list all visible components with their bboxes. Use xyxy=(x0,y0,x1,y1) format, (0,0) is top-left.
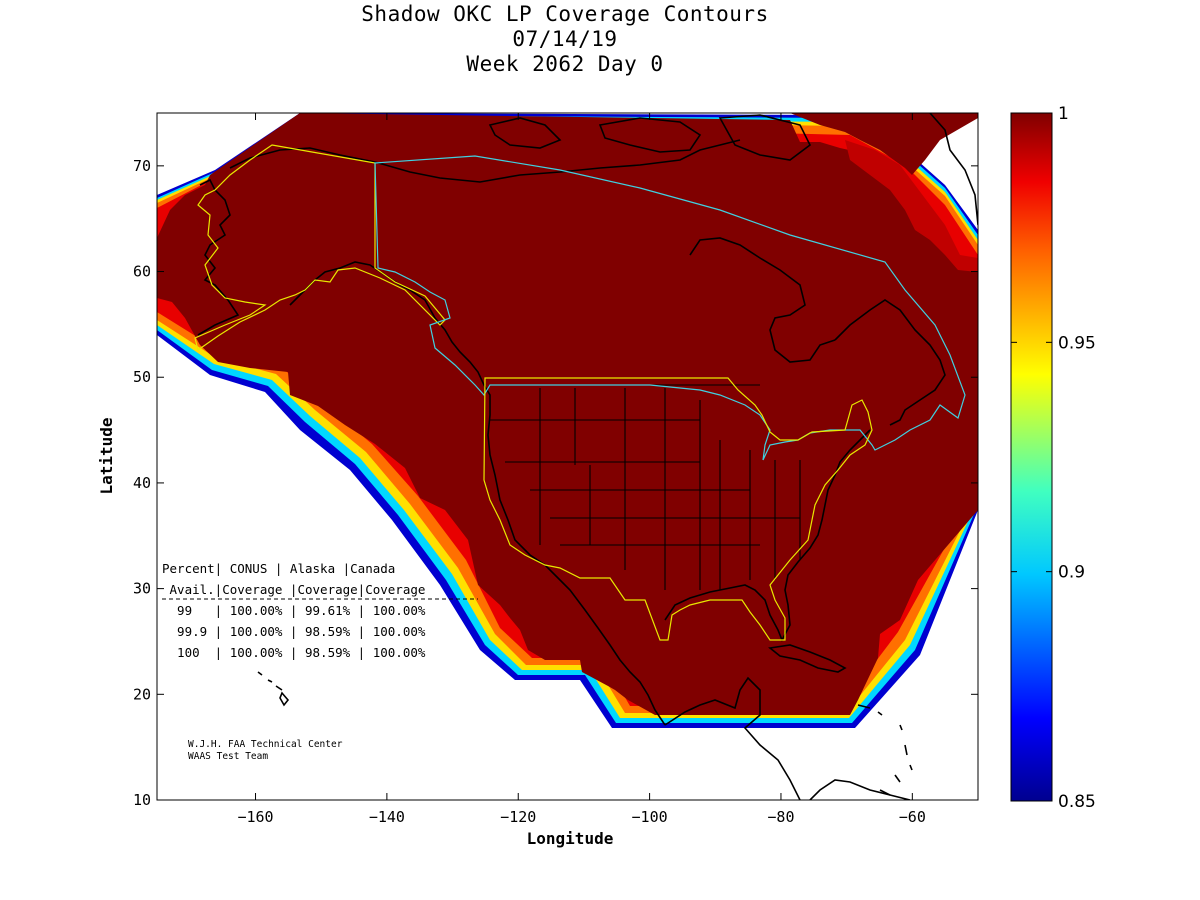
y-tick-label: 50 xyxy=(133,368,151,386)
hawaii xyxy=(257,671,290,707)
coverage-patch-northeast xyxy=(845,140,978,272)
coverage-contours xyxy=(157,113,978,728)
coverage-table-row-100: 100 | 100.00% | 98.59% | 100.00% xyxy=(162,645,426,660)
y-tick-label: 20 xyxy=(133,685,151,703)
coastlines xyxy=(197,113,978,800)
x-tick-label: −60 xyxy=(899,808,926,826)
colorbar-tick-label: 1 xyxy=(1058,104,1069,124)
x-axis-label: Longitude xyxy=(527,829,614,848)
conus-service-boundary xyxy=(483,377,873,641)
hudson-bay xyxy=(689,237,836,363)
chart-title-date: 07/14/19 xyxy=(512,27,618,51)
colorbar xyxy=(1010,112,1053,802)
colorbar-tick-label: 0.95 xyxy=(1058,333,1096,353)
y-tick-label: 70 xyxy=(133,157,151,175)
coverage-table-row-99: 99 | 100.00% | 99.61% | 100.00% xyxy=(162,603,426,618)
canada-arctic-coast xyxy=(374,139,741,183)
coverage-table-header2: Avail.|Coverage |Coverage|Coverage xyxy=(162,582,425,597)
x-tick-label: −140 xyxy=(369,808,405,826)
axes: −160 −140 −120 −100 −80 −60 10 20 30 40 50 60 70 xyxy=(133,113,978,826)
greenland-coast xyxy=(929,113,978,226)
alaska-service-boundary xyxy=(194,144,446,351)
labrador-coast xyxy=(834,299,946,426)
caribbean-cuba xyxy=(768,644,847,673)
coverage-table: Percent| CONUS | Alaska |Canada Avail.|C… xyxy=(162,561,478,660)
south-america xyxy=(809,779,911,800)
y-tick-label: 40 xyxy=(133,474,151,492)
colorbar-tick-label: 0.85 xyxy=(1058,792,1096,812)
full-coverage-northeast xyxy=(790,113,978,175)
credit-line2: WAAS Test Team xyxy=(188,751,268,762)
chart-title-week: Week 2062 Day 0 xyxy=(466,52,664,76)
colorbar-ticks: 0.85 0.9 0.95 1 xyxy=(1011,104,1096,812)
x-tick-label: −80 xyxy=(767,808,794,826)
gulf-coast xyxy=(664,429,871,642)
chart-title-line1: Shadow OKC LP Coverage Contours xyxy=(361,2,769,26)
coverage-table-header1: Percent| CONUS | Alaska |Canada xyxy=(162,561,395,576)
x-tick-label: −160 xyxy=(237,808,273,826)
caribbean-islands xyxy=(857,704,913,796)
y-tick-label: 60 xyxy=(133,263,151,281)
west-coast xyxy=(409,289,666,726)
colorbar-tick-label: 0.9 xyxy=(1058,563,1085,583)
x-tick-label: −100 xyxy=(632,808,668,826)
credit-line1: W.J.H. FAA Technical Center xyxy=(188,739,343,750)
service-boundaries xyxy=(194,144,966,641)
y-tick-label: 10 xyxy=(133,791,151,809)
plot-frame xyxy=(156,112,979,801)
coverage-table-row-99-9: 99.9 | 100.00% | 98.59% | 100.00% xyxy=(162,624,426,639)
y-axis-label: Latitude xyxy=(97,417,116,494)
arctic-islands xyxy=(488,114,812,161)
yucatan xyxy=(664,676,801,800)
y-tick-label: 30 xyxy=(133,580,151,598)
canada-service-boundary xyxy=(374,155,966,461)
x-tick-label: −120 xyxy=(500,808,536,826)
